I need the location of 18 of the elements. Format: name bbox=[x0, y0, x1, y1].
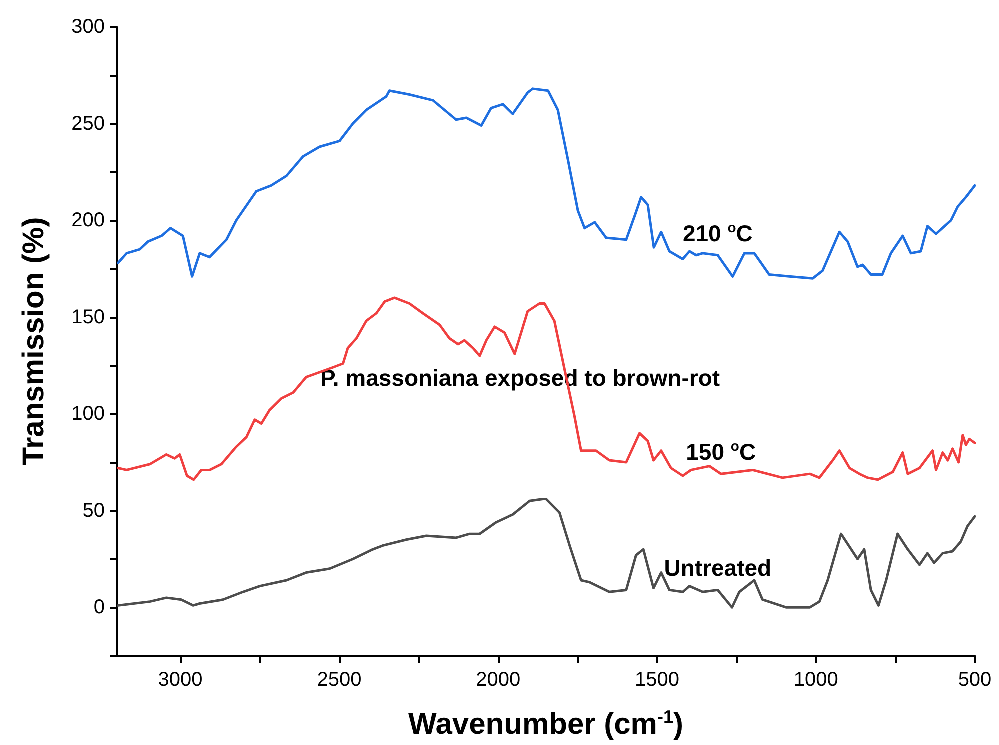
x-tick-label: 2000 bbox=[476, 669, 521, 691]
y-tick-label: 0 bbox=[94, 596, 105, 619]
y-tick-label: 200 bbox=[72, 210, 105, 232]
y-tick-label: 250 bbox=[72, 112, 105, 135]
x-tick-label: 2500 bbox=[317, 669, 362, 691]
x-tick-label: 500 bbox=[958, 669, 992, 691]
line-series bbox=[117, 88, 976, 280]
y-tick-label: 50 bbox=[82, 500, 105, 522]
line-series bbox=[117, 296, 976, 482]
x-tick-label: 1500 bbox=[634, 669, 680, 691]
x-tick-label: 1000 bbox=[794, 669, 838, 691]
series-label: Untreated bbox=[664, 555, 772, 582]
y-tick-label: 150 bbox=[72, 306, 105, 328]
line-series bbox=[117, 498, 976, 609]
y-tick-label: 100 bbox=[72, 403, 105, 426]
x-tick-label: 3000 bbox=[158, 669, 203, 691]
y-tick-label: 300 bbox=[72, 16, 105, 38]
y-axis-title: Transmission (%) bbox=[18, 217, 50, 466]
